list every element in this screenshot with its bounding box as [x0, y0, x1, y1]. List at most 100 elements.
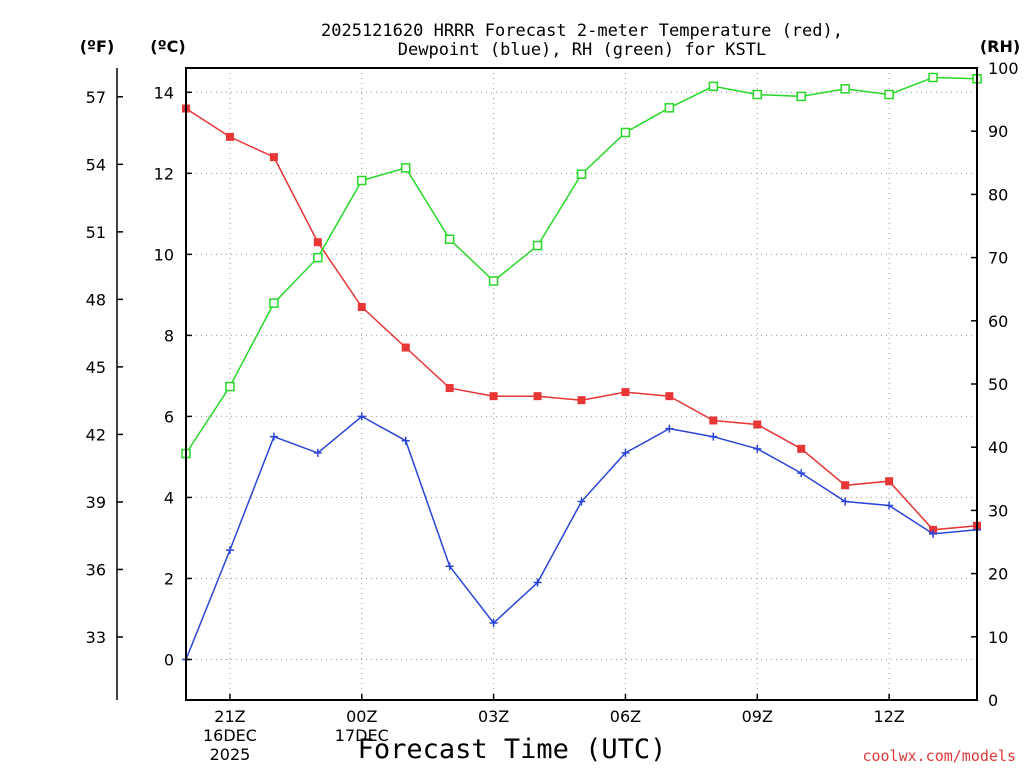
- temperature-point: [621, 388, 630, 397]
- dewpoint-point: [841, 497, 850, 506]
- celsius-tick-label: 2: [164, 569, 174, 588]
- fahrenheit-tick-label: 45: [86, 358, 106, 377]
- celsius-tick-label: 14: [154, 83, 174, 102]
- dewpoint-point: [753, 444, 762, 453]
- rh-point: [576, 169, 587, 179]
- rh-point: [225, 381, 235, 392]
- dewpoint-point: [533, 578, 542, 587]
- temperature-point: [489, 392, 498, 401]
- celsius-tick-label: 12: [154, 164, 174, 183]
- dewpoint-point: [313, 448, 322, 457]
- temperature-point: [357, 303, 366, 312]
- dewpoint-point: [577, 497, 586, 506]
- temperature-point: [929, 525, 938, 534]
- celsius-unit-label: (ºC): [150, 37, 185, 56]
- celsius-tick-label: 6: [164, 407, 174, 426]
- rh-point: [884, 89, 894, 100]
- fahrenheit-tick-label: 57: [86, 88, 106, 107]
- rh-point: [400, 163, 411, 173]
- dewpoint-point: [621, 448, 630, 457]
- rh-point: [488, 276, 499, 286]
- rh-point: [313, 252, 323, 263]
- x-tick-label: 06Z: [610, 707, 641, 726]
- rh-point: [269, 298, 279, 308]
- rh-tick-label: 80: [988, 185, 1008, 204]
- fahrenheit-tick-label: 48: [86, 290, 106, 309]
- rh-point: [928, 72, 938, 83]
- x-tick-label: 00Z: [346, 707, 377, 726]
- rh-point: [796, 91, 806, 102]
- temperature-point: [269, 153, 278, 162]
- fahrenheit-unit-label: (ºF): [80, 37, 115, 56]
- dewpoint-series-line: [185, 415, 978, 660]
- dewpoint-point: [489, 619, 498, 628]
- dewpoint-point: [269, 432, 278, 441]
- chart-title-line2: Dewpoint (blue), RH (green) for KSTL: [398, 40, 766, 60]
- rh-point: [444, 234, 455, 245]
- temperature-point: [577, 396, 586, 405]
- celsius-tick-label: 8: [164, 326, 174, 345]
- temperature-point: [709, 416, 718, 425]
- x-tick-label: 21Z: [214, 707, 245, 726]
- dewpoint-point: [797, 469, 806, 478]
- rh-tick-label: 50: [988, 375, 1008, 394]
- rh-tick-label: 40: [988, 438, 1008, 457]
- rh-point: [532, 240, 543, 251]
- dewpoint-point: [445, 562, 454, 571]
- fahrenheit-tick-label: 36: [86, 560, 106, 579]
- rh-point: [357, 175, 367, 186]
- rh-unit-label: (RH): [980, 37, 1020, 56]
- axis-labels: 0 2 4 6 8 10 12 14 33 36 39 42 45 48 51 54 57 0 10 20 30 40 50…: [86, 59, 1019, 764]
- dewpoint-point: [401, 436, 410, 445]
- rh-point: [752, 89, 763, 100]
- dewpoint-point: [357, 412, 366, 421]
- x-tick-label: 12Z: [873, 707, 904, 726]
- rh-tick-label: 30: [988, 501, 1008, 520]
- dewpoint-point: [929, 529, 938, 538]
- rh-point: [620, 127, 631, 138]
- fahrenheit-tick-label: 51: [86, 223, 106, 242]
- temperature-point: [797, 444, 806, 453]
- temperature-point: [885, 477, 894, 486]
- rh-tick-label: 90: [988, 122, 1008, 141]
- series-layer: [181, 72, 982, 664]
- celsius-tick-label: 0: [164, 650, 174, 669]
- temperature-point: [753, 420, 762, 429]
- rh-point: [708, 81, 719, 92]
- dewpoint-point: [665, 424, 674, 433]
- fahrenheit-tick-label: 54: [86, 155, 106, 174]
- x-tick-label: 2025: [210, 745, 251, 764]
- fahrenheit-tick-label: 39: [86, 493, 106, 512]
- rh-tick-label: 60: [988, 312, 1008, 331]
- temperature-point: [533, 392, 542, 401]
- dewpoint-point: [885, 501, 894, 510]
- celsius-tick-label: 4: [164, 488, 174, 507]
- dewpoint-point: [709, 432, 718, 441]
- rh-tick-label: 70: [988, 249, 1008, 268]
- x-axis-title: Forecast Time (UTC): [358, 734, 667, 765]
- fahrenheit-tick-label: 33: [86, 628, 106, 647]
- temperature-point: [445, 384, 454, 393]
- x-tick-label: 16DEC: [203, 726, 257, 745]
- plot-frame: [185, 67, 978, 701]
- grid-lines: [186, 68, 977, 700]
- celsius-tick-label: 10: [154, 245, 174, 264]
- rh-point: [840, 84, 850, 94]
- temperature-point: [225, 132, 234, 141]
- temperature-point: [401, 343, 410, 352]
- rh-tick-label: 100: [988, 59, 1019, 78]
- rh-tick-label: 20: [988, 565, 1008, 584]
- temperature-point: [665, 392, 674, 401]
- rh-tick-label: 10: [988, 628, 1008, 647]
- chart-title-line1: 2025121620 HRRR Forecast 2-meter Tempera…: [321, 21, 843, 41]
- rh-tick-label: 0: [988, 691, 998, 710]
- rh-point: [664, 103, 675, 113]
- x-tick-label: 09Z: [742, 707, 773, 726]
- x-tick-label: 03Z: [478, 707, 509, 726]
- temperature-point: [313, 238, 322, 247]
- x-tick-label: 17DEC: [335, 726, 389, 745]
- temperature-point: [841, 481, 850, 490]
- fahrenheit-tick-label: 42: [86, 425, 106, 444]
- dewpoint-point: [225, 546, 234, 555]
